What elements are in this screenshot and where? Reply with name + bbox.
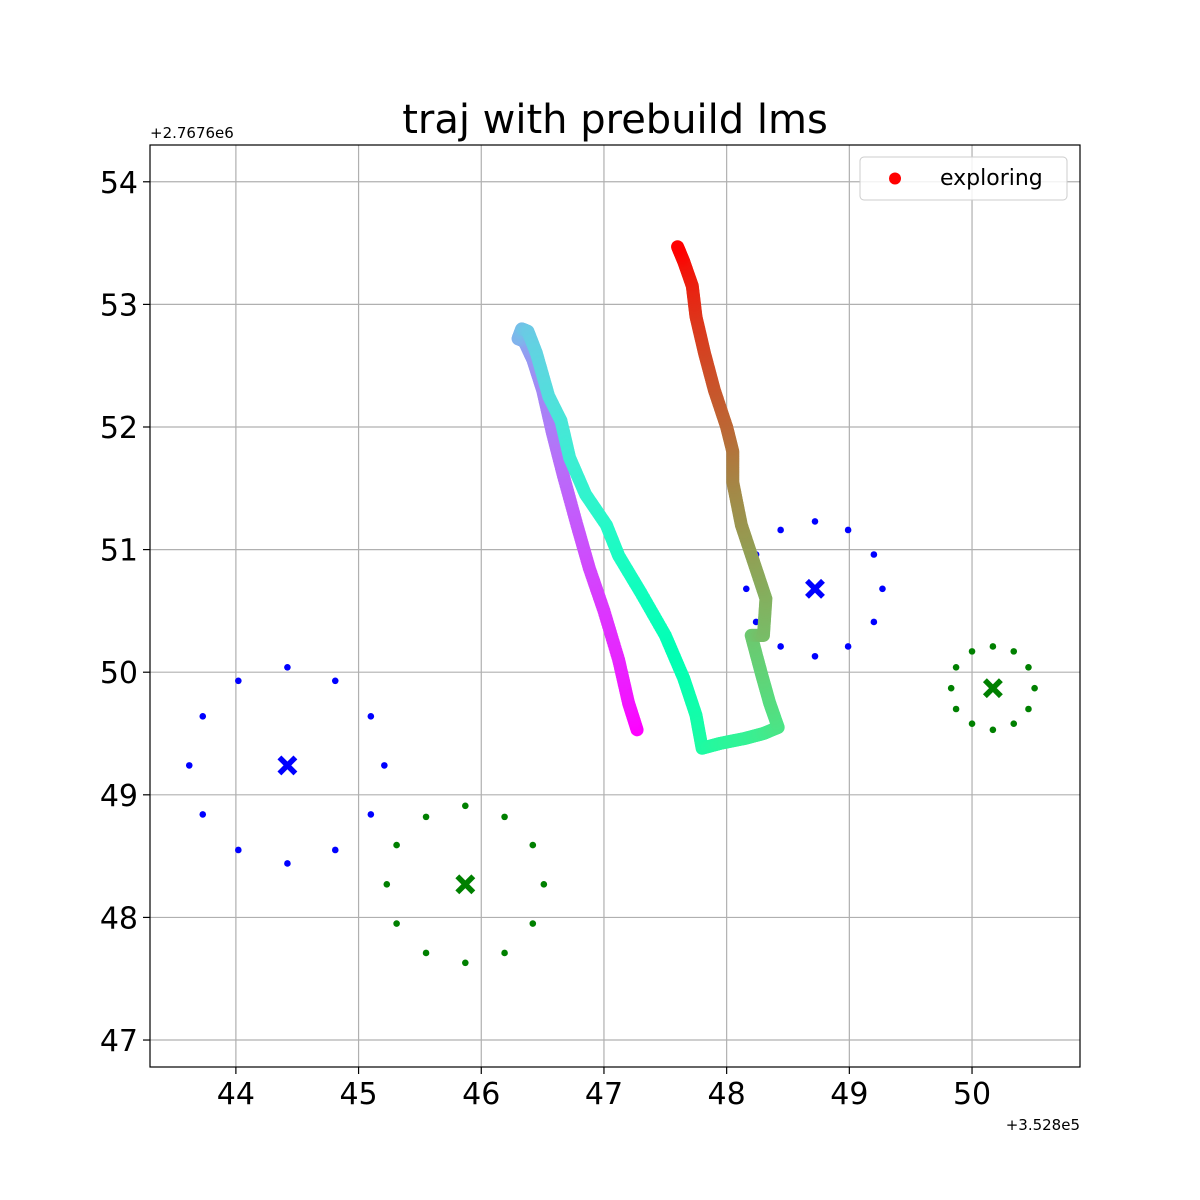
y-tick-label: 49 (100, 779, 138, 814)
x-axis: 44 45 46 47 48 49 50 (217, 1067, 991, 1112)
landmark-point (811, 652, 819, 660)
landmark-point (185, 762, 193, 769)
x-tick-label: 49 (830, 1077, 868, 1112)
landmark-point (501, 813, 508, 821)
landmark-point (199, 811, 207, 818)
landmark-point (968, 720, 976, 728)
y-tick-label: 52 (100, 411, 138, 446)
landmark-point (870, 618, 878, 626)
landmark-point (367, 811, 375, 818)
x-offset-label: +3.528e5 (1006, 1116, 1080, 1134)
landmark-point (870, 551, 878, 558)
landmark-point (422, 949, 430, 957)
landmark-point (952, 705, 960, 713)
landmark-point (235, 677, 242, 685)
landmark-point (1010, 720, 1018, 728)
x-tick-label: 50 (953, 1077, 991, 1112)
landmark-point (331, 846, 339, 854)
y-tick-label: 48 (100, 901, 138, 936)
landmark-point (742, 585, 750, 593)
y-tick-label: 54 (100, 166, 138, 201)
landmark-center-marker (455, 874, 476, 895)
landmark-point (947, 684, 955, 692)
y-tick-label: 50 (100, 656, 138, 691)
landmark-point (968, 648, 976, 655)
legend-label: exploring (940, 166, 1043, 191)
x-tick-label: 44 (217, 1077, 255, 1112)
chart-title: traj with prebuild lms (402, 97, 828, 143)
plot-frame (149, 144, 1081, 1068)
legend: exploring (859, 156, 1068, 201)
landmark-point (199, 713, 207, 720)
landmark-point (989, 643, 997, 650)
landmark-point (1025, 664, 1032, 671)
trajectory-point (671, 240, 685, 254)
landmark-center-marker (805, 578, 825, 599)
x-tick-label: 48 (708, 1077, 746, 1112)
x-tick-label: 46 (462, 1077, 500, 1112)
y-axis: 47 48 49 50 51 52 53 54 (100, 166, 150, 1059)
landmark-point (381, 762, 388, 769)
landmark-point (367, 713, 375, 720)
x-tick-label: 47 (585, 1077, 623, 1112)
landmark-point (844, 526, 852, 534)
trajectory (511, 240, 785, 755)
landmark-center-marker (277, 755, 298, 776)
landmark-point (777, 526, 784, 534)
landmark-point (393, 920, 400, 927)
landmark-point (777, 643, 784, 650)
landmark-point (422, 813, 430, 821)
landmark-point (1025, 705, 1032, 713)
x-tick-label: 45 (339, 1077, 377, 1112)
landmark-point (235, 846, 242, 854)
landmark-point (383, 881, 391, 888)
landmark-point (540, 881, 548, 888)
landmark-point (462, 802, 469, 810)
landmark-point (989, 726, 997, 734)
y-tick-label: 53 (100, 288, 138, 323)
landmark-point (529, 920, 537, 927)
landmark-point (462, 959, 469, 967)
legend-box (859, 156, 1068, 201)
landmark-point (284, 860, 291, 867)
landmark-center-marker (982, 678, 1003, 699)
landmark-point (952, 664, 960, 671)
landmark-point (284, 664, 291, 671)
y-tick-label: 47 (100, 1024, 138, 1059)
y-offset-label: +2.7676e6 (150, 124, 234, 142)
landmark-point (393, 841, 400, 849)
legend-marker (889, 172, 901, 185)
landmark-point (1031, 684, 1038, 692)
landmark-point (879, 585, 886, 593)
landmark-point (811, 518, 819, 525)
landmark-point (501, 949, 508, 957)
landmark-point (331, 677, 339, 685)
landmark-point (529, 841, 537, 849)
landmark-point (1010, 648, 1018, 655)
landmark-point (844, 643, 852, 650)
landmarks (185, 518, 1038, 967)
y-tick-label: 51 (100, 534, 138, 569)
